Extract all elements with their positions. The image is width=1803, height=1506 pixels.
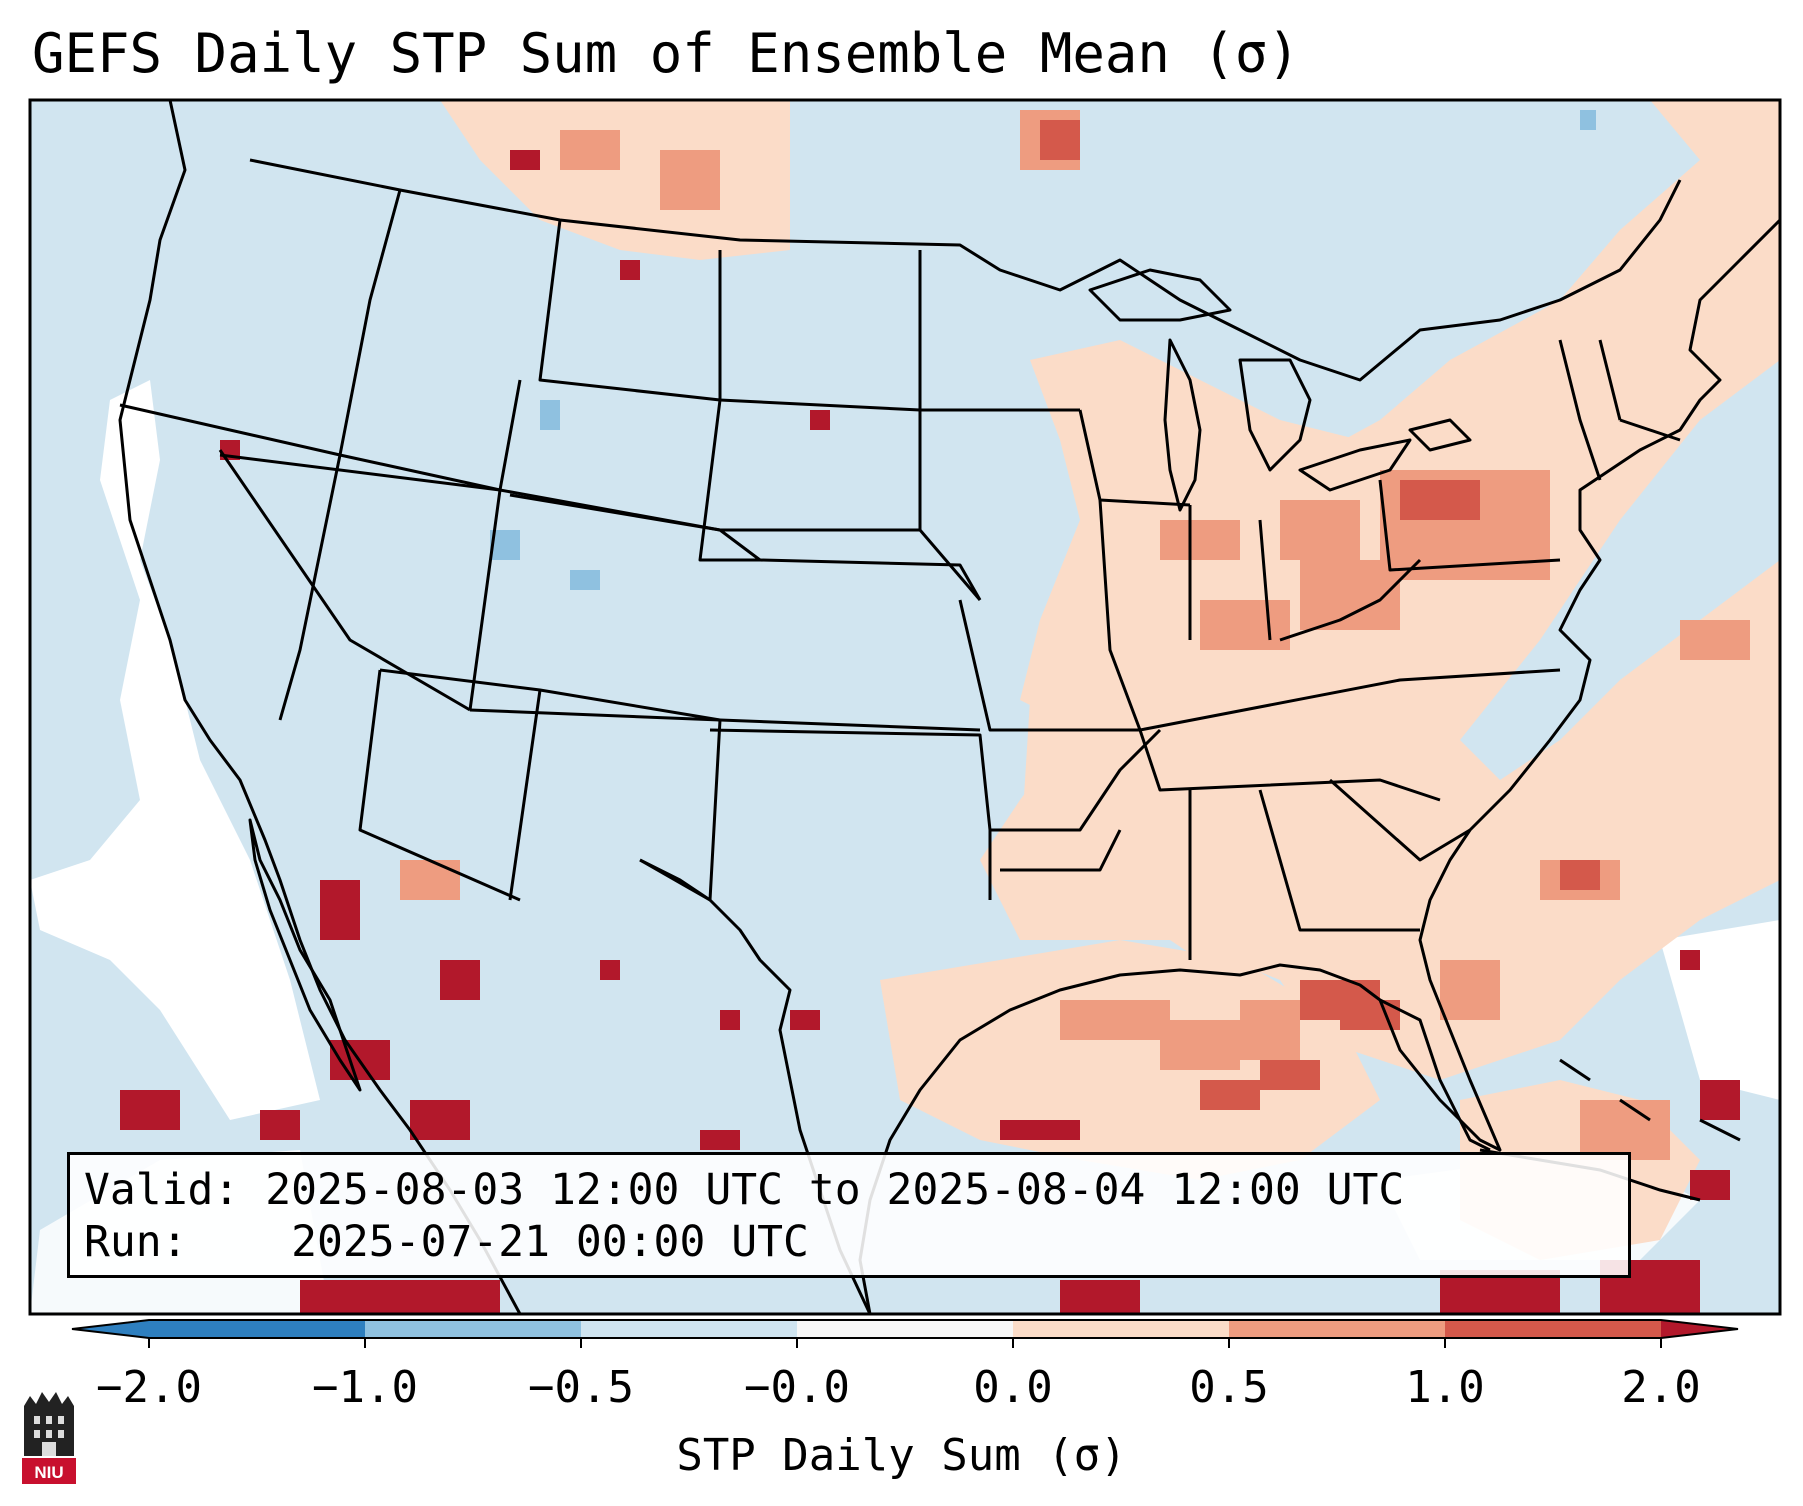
colorbar-segment bbox=[1013, 1320, 1229, 1338]
run-label: Run: bbox=[84, 1217, 188, 1267]
colorbar-tick-label: 0.0 bbox=[973, 1362, 1053, 1413]
map-title: GEFS Daily STP Sum of Ensemble Mean (σ) bbox=[32, 22, 1300, 85]
run-value: 2025-07-21 00:00 UTC bbox=[291, 1217, 809, 1267]
colorbar-tick-label: −1.0 bbox=[312, 1362, 418, 1413]
colorbar-segment bbox=[581, 1320, 797, 1338]
colorbar-segment bbox=[149, 1320, 365, 1338]
colorbar-segment bbox=[1445, 1320, 1661, 1338]
colorbar-tick-label: 0.5 bbox=[1189, 1362, 1269, 1413]
positive-field-medium bbox=[400, 110, 1750, 1160]
run-line: Run: 2025-07-21 00:00 UTC bbox=[84, 1217, 809, 1267]
info-box: Valid: 2025-08-03 12:00 UTC to 2025-08-0… bbox=[67, 1152, 1631, 1278]
colorbar-segment bbox=[365, 1320, 581, 1338]
negative-field bbox=[490, 110, 1596, 590]
colorbar-tick-label: −0.5 bbox=[528, 1362, 634, 1413]
niu-logo: NIU bbox=[22, 1392, 76, 1484]
colorbar-tick-label: 2.0 bbox=[1621, 1362, 1701, 1413]
colorbar-segment bbox=[797, 1320, 1013, 1338]
map-frame bbox=[28, 98, 1782, 1316]
valid-line: Valid: 2025-08-03 12:00 UTC to 2025-08-0… bbox=[84, 1165, 1404, 1215]
colorbar bbox=[71, 1319, 1739, 1348]
colorbar-tick-label: −0.0 bbox=[744, 1362, 850, 1413]
colorbar-tick-label: 1.0 bbox=[1405, 1362, 1485, 1413]
colorbar-tick-label: −2.0 bbox=[96, 1362, 202, 1413]
niu-logo-text: NIU bbox=[34, 1463, 63, 1482]
valid-value: 2025-08-03 12:00 UTC to 2025-08-04 12:00… bbox=[265, 1165, 1405, 1215]
colorbar-extend-low bbox=[72, 1320, 149, 1338]
colorbar-extend-high bbox=[1661, 1320, 1738, 1338]
valid-label: Valid: bbox=[84, 1165, 240, 1215]
colorbar-label: STP Daily Sum (σ) bbox=[676, 1430, 1127, 1481]
colorbar-segment bbox=[1229, 1320, 1445, 1338]
